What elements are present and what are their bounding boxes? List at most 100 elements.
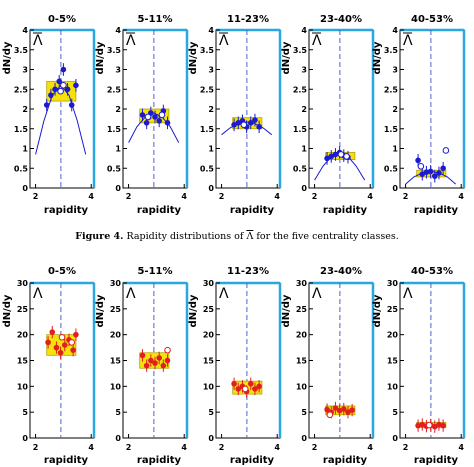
y-tick-label: 5 (301, 408, 307, 417)
y-axis-label: dN/dy (372, 41, 383, 74)
data-point (152, 114, 158, 120)
y-tick-label: 1.5 (293, 125, 308, 134)
x-axis-label: rapidity (323, 205, 368, 216)
y-tick-label: 15 (110, 357, 122, 366)
panel-frame (399, 282, 465, 439)
y-tick-label: 2.5 (200, 85, 215, 94)
data-point (231, 122, 237, 128)
y-tick-label: 0 (115, 434, 121, 443)
particle-label: Λ (33, 286, 43, 302)
data-point (256, 123, 262, 130)
y-tick-label: 20 (17, 331, 29, 340)
panel-bottom-2: 5-11%Λ 0 5 10 15 20 25 30 2 4 rapidity dN/dy (95, 266, 189, 466)
data-point (68, 102, 75, 108)
data-point (61, 342, 68, 348)
y-tick-label: 4 (22, 26, 28, 35)
data-point (45, 339, 51, 346)
y-tick-label: 5 (208, 408, 214, 417)
panel-frame (215, 29, 281, 189)
y-tick-label: 20 (110, 331, 122, 340)
particle-label: Λ (403, 286, 413, 302)
caption-particle: Λ (246, 231, 254, 242)
x-tick-label: 4 (274, 192, 280, 201)
x-tick-label: 4 (367, 443, 373, 452)
data-point (49, 329, 56, 335)
y-tick-label: 10 (110, 382, 122, 391)
y-tick-label: 25 (387, 305, 399, 314)
data-point (231, 380, 237, 387)
data-point (328, 153, 335, 160)
x-axis-label: rapidity (323, 455, 368, 466)
x-axis-label: rapidity (230, 205, 275, 216)
panel-top-4: 23-40% Λ 0 0.5 1 1.5 2 2.5 3 3.5 4 2 4 rapidity dN/dy (281, 14, 375, 216)
data-point-open (144, 113, 152, 121)
y-tick-label: 2 (208, 105, 214, 114)
panel-title: 11-23% (227, 266, 269, 277)
y-tick-label: 4 (301, 26, 307, 35)
y-tick-label: 2 (392, 105, 398, 114)
panel-title: 11-23% (227, 14, 269, 25)
y-tick-label: 3.5 (200, 46, 215, 55)
data-point-open (158, 111, 166, 119)
y-tick-label: 2 (301, 105, 307, 114)
y-tick-label: 0 (301, 434, 307, 443)
particle-label: Λ (219, 286, 229, 302)
y-axis-label: dN/dy (188, 41, 199, 74)
panel-bottom-4: 23-40% Λ 0 5 10 15 20 25 30 2 4 rapidity dN/dy (281, 266, 375, 466)
data-point-open (417, 162, 425, 170)
y-tick-label: 0 (22, 434, 28, 443)
y-tick-label: 3.5 (384, 46, 399, 55)
data-point-open (343, 153, 350, 160)
y-tick-label: 0.5 (107, 164, 122, 173)
x-axis-label: rapidity (44, 205, 89, 216)
panel-frame (29, 282, 95, 439)
y-tick-label: 3 (301, 66, 307, 75)
y-tick-label: 0 (208, 184, 214, 193)
x-axis-label: rapidity (137, 455, 182, 466)
y-tick-label: 0 (115, 184, 121, 193)
y-tick-label: 5 (392, 408, 398, 417)
y-tick-label: 2.5 (107, 85, 122, 94)
panel-top-5: 40-53% Λ 0 0.5 1 1.5 2 2.5 3 3.5 4 2 4 rapidity dN/dy (372, 14, 466, 216)
y-tick-label: 1 (301, 145, 307, 154)
data-point (349, 407, 355, 413)
figure-caption: Figure 4. Rapidity distributions of Λ fo… (0, 231, 474, 242)
x-tick-label: 4 (88, 443, 94, 452)
y-tick-label: 1.5 (384, 125, 399, 134)
particle-label: Λ (312, 33, 322, 49)
x-tick-label: 2 (219, 443, 225, 452)
y-axis-label: dN/dy (2, 41, 13, 74)
y-tick-label: 30 (296, 279, 308, 288)
y-tick-label: 0 (301, 184, 307, 193)
y-axis-label: dN/dy (188, 294, 199, 327)
x-axis-label: rapidity (414, 205, 459, 216)
y-tick-label: 15 (387, 357, 399, 366)
y-tick-label: 10 (296, 382, 308, 391)
y-tick-label: 3 (392, 66, 398, 75)
y-tick-label: 1 (115, 145, 121, 154)
y-axis-label: dN/dy (372, 294, 383, 327)
panel-bottom-5: 40-53% Λ 0 5 10 15 20 25 30 2 4 rapidity dN/dy (372, 266, 466, 466)
data-point (252, 117, 258, 123)
data-point-open (240, 121, 248, 129)
data-point (152, 360, 158, 366)
y-tick-label: 10 (203, 382, 215, 391)
y-tick-label: 5 (22, 408, 28, 417)
x-tick-label: 2 (126, 443, 132, 452)
x-tick-label: 2 (403, 443, 409, 452)
x-tick-label: 4 (88, 192, 94, 201)
data-point (139, 112, 146, 118)
data-point (332, 405, 339, 411)
panel-title: 0-5% (48, 14, 76, 25)
caption-text-before: Rapidity distributions of (126, 231, 244, 242)
data-point (440, 165, 446, 172)
y-tick-label: 1.5 (14, 125, 29, 134)
data-point (324, 155, 330, 162)
y-tick-label: 3.5 (107, 46, 122, 55)
panel-bottom-3: 11-23% Λ 0 5 10 15 20 25 30 2 4 rapidity dN/dy (188, 266, 282, 466)
data-point (156, 118, 162, 124)
y-tick-label: 10 (17, 382, 29, 391)
panel-title: 5-11% (137, 14, 172, 25)
particle-label: Λ (126, 33, 136, 49)
data-point (252, 386, 258, 392)
